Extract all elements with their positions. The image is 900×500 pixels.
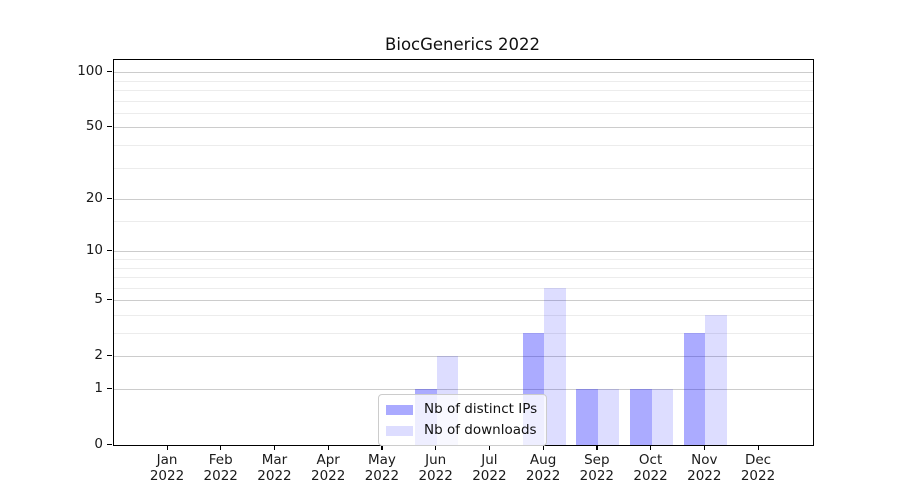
bar-downloads-sep [597, 389, 620, 445]
x-tick-label: Sep 2022 [579, 452, 614, 484]
minor-gridline [114, 112, 813, 114]
minor-gridline [114, 80, 813, 82]
y-tick-label: 10 [85, 242, 103, 259]
y-tick-label: 20 [85, 190, 103, 207]
x-tick-label: Nov 2022 [687, 452, 722, 484]
legend-item-distinct-ips: Nb of distinct IPs [386, 400, 537, 419]
x-tick-mark [273, 445, 276, 450]
major-gridline [114, 389, 813, 390]
major-gridline [114, 251, 813, 253]
y-tick-label: 50 [85, 118, 103, 135]
x-tick-mark [488, 445, 491, 450]
minor-gridline [114, 287, 813, 289]
y-tick-label: 1 [94, 380, 103, 396]
x-tick-mark [650, 445, 652, 450]
minor-gridline [114, 267, 813, 269]
legend: Nb of distinct IPs Nb of downloads [378, 394, 548, 446]
major-gridline [114, 300, 813, 302]
bar-downloads-aug [544, 287, 566, 445]
bar-downloads-nov [705, 314, 727, 445]
x-tick-mark [327, 445, 329, 450]
x-tick-label: Jul 2022 [472, 452, 507, 484]
legend-swatch-downloads [386, 425, 413, 436]
major-gridline [114, 199, 813, 201]
major-gridline [114, 356, 813, 358]
legend-label-distinct-ips: Nb of distinct IPs [424, 401, 538, 417]
bar-downloads-oct [651, 389, 674, 445]
x-tick-label: Mar 2022 [257, 452, 292, 484]
x-tick-label: Feb 2022 [203, 452, 238, 484]
x-tick-label: Dec 2022 [740, 452, 776, 484]
y-tick-mark [107, 298, 112, 300]
bar-distinct-ips-oct [629, 389, 652, 445]
x-tick-label: Apr 2022 [311, 452, 346, 484]
minor-gridline [114, 333, 813, 335]
y-tick-mark [107, 387, 112, 389]
x-tick-mark [220, 445, 222, 450]
x-tick-label: Jan 2022 [149, 452, 185, 484]
x-tick-mark [757, 445, 759, 450]
chart-title: BiocGenerics 2022 [385, 35, 540, 54]
minor-gridline [114, 145, 813, 147]
minor-gridline [114, 314, 813, 316]
x-tick-mark [435, 445, 437, 450]
y-tick-mark [107, 443, 112, 445]
y-tick-mark [107, 197, 112, 199]
minor-gridline [114, 90, 813, 92]
x-tick-mark [166, 445, 168, 450]
minor-gridline [114, 100, 813, 102]
major-gridline [114, 72, 813, 74]
bar-distinct-ips-sep [576, 389, 598, 445]
minor-gridline [114, 167, 813, 169]
bar-distinct-ips-nov [683, 333, 706, 445]
legend-swatch-distinct-ips [386, 404, 413, 415]
minor-gridline [114, 259, 813, 260]
x-tick-label: Jun 2022 [418, 452, 453, 484]
y-tick-label: 100 [77, 63, 103, 80]
y-tick-mark [107, 125, 112, 128]
y-tick-label: 0 [94, 436, 103, 452]
x-tick-label: May 2022 [364, 452, 400, 484]
y-tick-mark [107, 249, 112, 251]
x-tick-mark [703, 445, 705, 450]
plot-area: Nb of distinct IPs Nb of downloads [113, 59, 814, 446]
x-tick-mark [596, 445, 598, 450]
legend-item-downloads: Nb of downloads [386, 421, 537, 440]
legend-label-downloads: Nb of downloads [424, 422, 537, 438]
minor-gridline [114, 277, 813, 279]
y-tick-label: 2 [94, 347, 103, 364]
x-tick-label: Oct 2022 [633, 452, 668, 484]
major-gridline [114, 127, 813, 129]
x-tick-mark [542, 445, 544, 450]
y-tick-mark [107, 354, 112, 356]
x-tick-mark [381, 445, 383, 450]
y-tick-label: 5 [94, 291, 103, 308]
x-tick-label: Aug 2022 [525, 452, 561, 484]
minor-gridline [114, 221, 813, 223]
y-tick-mark [107, 70, 112, 72]
